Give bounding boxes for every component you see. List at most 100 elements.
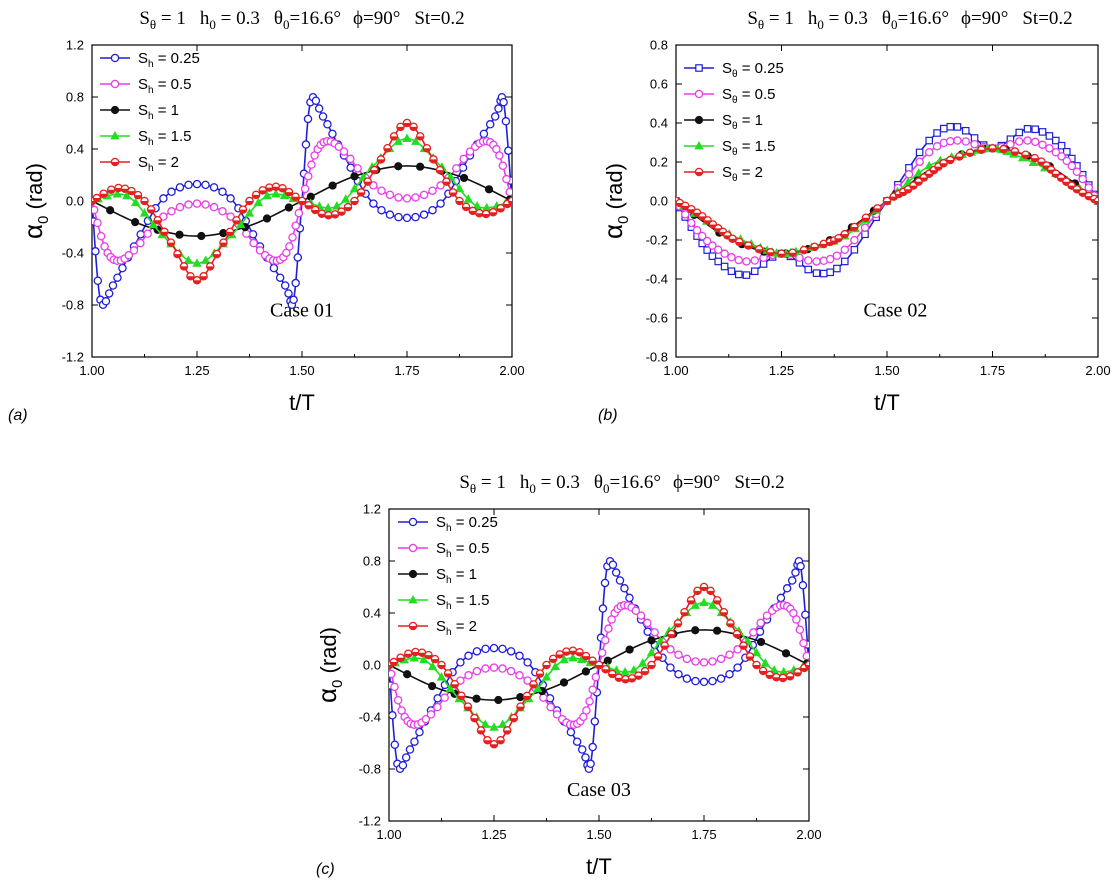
data-point <box>1078 174 1087 184</box>
legend-entry: Sθ = 0.5 <box>722 86 776 106</box>
data-point <box>666 645 675 654</box>
data-point <box>394 212 403 222</box>
data-point <box>436 199 445 208</box>
data-point <box>479 129 489 139</box>
marker-fill <box>510 718 518 722</box>
data-point <box>699 658 709 667</box>
marker-fill <box>503 730 511 735</box>
data-point <box>803 256 813 265</box>
data-point <box>175 202 185 212</box>
data-point <box>480 719 490 728</box>
data-point <box>349 183 360 193</box>
data-point <box>495 151 504 160</box>
x-axis-label: t/T <box>874 390 900 415</box>
marker-fill <box>681 205 689 210</box>
data-point <box>393 136 403 145</box>
legend: Sθ = 0.25 Sθ = 0.5 Sθ = 1 Sθ = 1.5 Sθ = 2 <box>684 60 784 184</box>
data-point <box>647 636 656 645</box>
marker-fill <box>134 195 142 199</box>
y-tick-label: 1.2 <box>66 38 84 53</box>
data-point <box>1030 137 1040 147</box>
data-point <box>307 160 316 169</box>
data-point <box>472 666 482 676</box>
marker-fill <box>805 665 809 669</box>
marker-fill <box>788 252 797 257</box>
data-point <box>742 257 751 266</box>
data-point <box>714 257 723 266</box>
marker-fill <box>370 170 378 174</box>
marker-fill <box>915 181 923 186</box>
marker-fill <box>423 148 431 152</box>
data-point <box>523 676 532 685</box>
data-point <box>666 663 675 672</box>
data-point <box>915 148 924 157</box>
marker-fill <box>647 665 656 669</box>
data-point <box>284 203 293 212</box>
data-point <box>650 628 659 637</box>
data-point <box>812 269 821 277</box>
data-point <box>1072 167 1082 176</box>
data-point <box>192 258 202 267</box>
x-tick-label: 1.75 <box>394 363 419 378</box>
series-markers-1 <box>92 136 512 266</box>
data-point <box>293 253 303 262</box>
marker-fill <box>661 645 669 650</box>
data-point <box>1062 147 1071 156</box>
data-point <box>795 253 804 263</box>
legend-marker <box>110 53 120 63</box>
data-point <box>861 230 869 239</box>
marker-fill <box>1022 154 1030 159</box>
marker-fill <box>444 673 452 678</box>
data-point <box>401 753 411 762</box>
data-point <box>1038 128 1047 136</box>
x-tick-label: 1.00 <box>663 363 688 378</box>
data-point <box>219 228 228 238</box>
data-point <box>244 208 255 217</box>
data-point <box>953 123 962 131</box>
marker-fill <box>377 159 385 163</box>
data-point <box>585 697 594 706</box>
data-point <box>674 669 683 679</box>
data-point <box>183 255 193 264</box>
data-point <box>708 252 717 260</box>
marker-fill <box>390 662 398 666</box>
marker-fill <box>654 656 662 660</box>
data-point <box>598 604 608 613</box>
data-point <box>798 581 808 590</box>
data-point <box>625 593 634 603</box>
marker-fill <box>641 671 649 675</box>
marker-fill <box>167 242 175 247</box>
data-point <box>131 218 140 227</box>
marker-fill <box>930 170 938 174</box>
marker-fill <box>621 679 630 683</box>
data-point <box>734 255 744 265</box>
marker-fill <box>588 660 597 665</box>
data-point <box>436 181 445 190</box>
data-point <box>192 179 202 189</box>
legend-marker <box>694 115 704 125</box>
data-point <box>550 661 561 671</box>
y-tick-label: 0.2 <box>650 155 668 170</box>
marker-fill <box>890 196 898 201</box>
marker-fill <box>939 163 948 167</box>
data-point <box>428 186 437 195</box>
data-point <box>139 208 150 217</box>
data-point <box>489 643 499 653</box>
series-markers-1 <box>676 136 1098 266</box>
marker-fill <box>786 676 794 680</box>
data-point <box>459 173 469 183</box>
marker-fill <box>272 186 280 191</box>
data-point <box>591 672 601 682</box>
data-point <box>756 618 765 628</box>
data-point <box>104 289 114 298</box>
marker-fill <box>344 207 352 211</box>
data-point <box>201 200 210 209</box>
x-tick-label: 1.25 <box>184 363 209 378</box>
data-point <box>96 232 106 241</box>
data-point <box>340 194 351 203</box>
data-point <box>485 120 495 129</box>
marker-fill <box>92 201 96 205</box>
data-point <box>629 665 639 674</box>
data-point <box>433 694 442 703</box>
data-point <box>416 162 425 171</box>
